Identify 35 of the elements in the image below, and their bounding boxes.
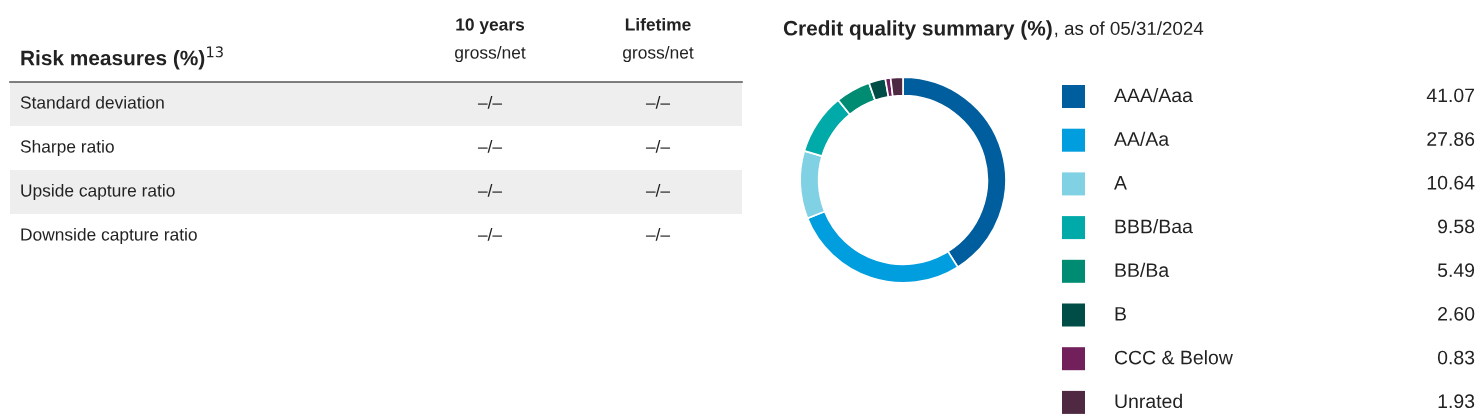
text: Standard deviation — [20, 95, 164, 109]
legend-label: AAA/Aaa — [1114, 87, 1193, 103]
data-label: 27.86 — [1427, 132, 1475, 146]
data-label: 1.93 — [1438, 394, 1475, 409]
text: –/– — [477, 227, 503, 241]
text: –/– — [645, 95, 671, 109]
text: Upside capture ratio — [21, 183, 175, 201]
legend-label: CCC & Below — [1114, 350, 1233, 365]
text: Risk measures (%)$^{13}$ — [21, 46, 223, 70]
data-label: 9.58 — [1438, 219, 1475, 234]
text: gross/net — [623, 45, 694, 63]
text: 10 years — [456, 18, 525, 35]
legend-label: Unrated — [1115, 393, 1182, 409]
text: Downside capture ratio — [21, 227, 197, 245]
legend-label: BBB/Baa — [1115, 219, 1193, 234]
legend-label: AA/Aa — [1114, 131, 1170, 146]
legend-label: B — [1115, 307, 1126, 321]
text: –/– — [645, 227, 671, 241]
legend-label: BB/Ba — [1115, 262, 1170, 278]
chart-title: Credit quality summary (%) — [783, 20, 1052, 40]
text: –/– — [477, 95, 503, 109]
data-label: 10.64 — [1427, 175, 1475, 190]
text: Sharpe ratio — [20, 139, 114, 157]
text: gross/net — [455, 45, 526, 63]
data-label: 2.60 — [1438, 306, 1475, 321]
data-label: 0.83 — [1437, 350, 1475, 365]
text: –/– — [645, 139, 671, 153]
text: Lifetime — [625, 17, 691, 31]
legend-label: A — [1114, 176, 1127, 190]
text: –/– — [477, 139, 503, 153]
data-label: 41.07 — [1426, 88, 1475, 103]
text: –/– — [645, 183, 671, 197]
chart-subtitle: , as of 05/31/2024 — [1055, 21, 1204, 38]
text: –/– — [477, 183, 503, 197]
data-label: 5.49 — [1437, 263, 1475, 278]
